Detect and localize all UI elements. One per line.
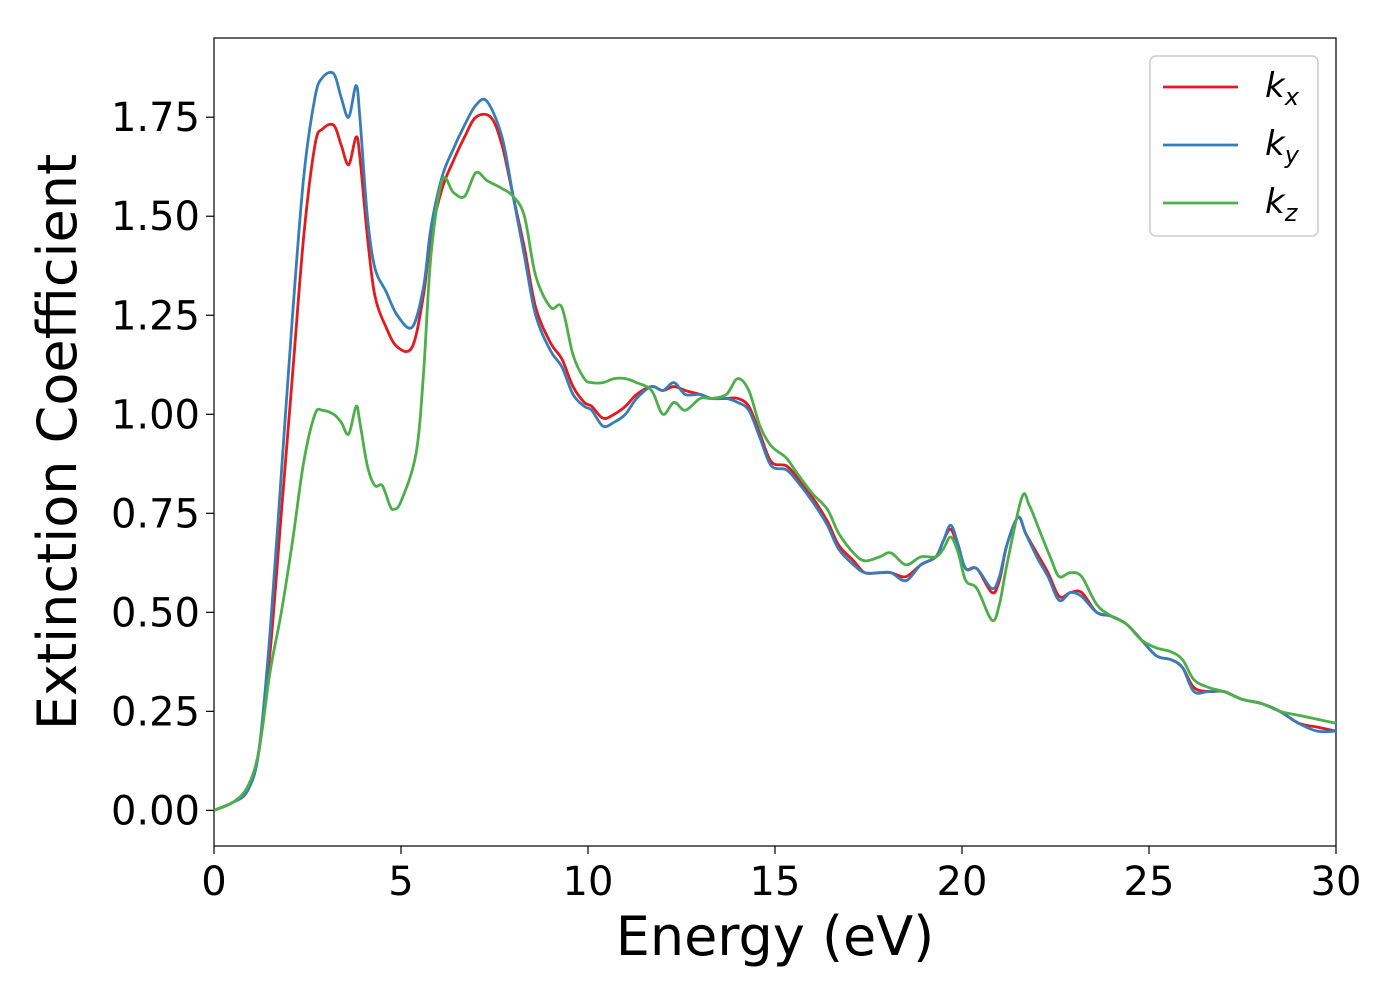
y-tick-label: 1.50 [111,194,200,240]
x-tick-label: 5 [388,859,413,905]
y-tick-label: 1.75 [111,95,200,141]
y-axis-title: Extinction Coefficient [26,154,89,730]
x-tick-label: 25 [1124,859,1175,905]
series-layer [213,70,1337,812]
legend-label-ky: ky [1265,124,1300,169]
y-axis-ticks: 0.00 0.25 0.50 0.75 1.00 1.25 1.50 1.75 [111,95,214,834]
x-tick-label: 0 [201,859,226,905]
y-tick-label: 0.50 [111,590,200,636]
y-tick-label: 0.75 [111,491,200,537]
x-tick-label: 20 [937,859,988,905]
x-tick-label: 10 [563,859,614,905]
x-axis-title: Energy (eV) [616,905,935,968]
x-axis-ticks: 0 5 10 15 20 25 30 [201,846,1361,905]
series-line-kz [213,170,1337,812]
y-tick-label: 0.25 [111,689,200,735]
y-tick-label: 1.25 [111,293,200,339]
x-tick-label: 15 [750,859,801,905]
y-tick-label: 1.00 [111,392,200,438]
y-tick-label: 0.00 [111,788,200,834]
plot-area [213,37,1337,847]
x-tick-label: 30 [1311,859,1362,905]
